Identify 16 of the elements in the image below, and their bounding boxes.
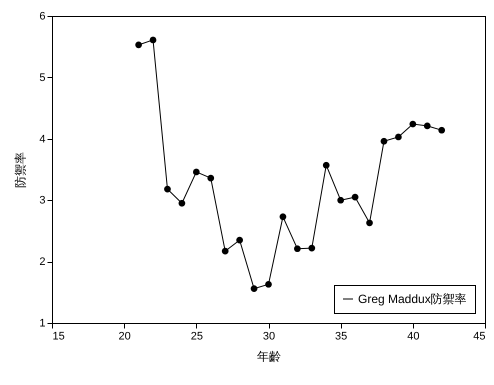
y-tick-label: 5	[39, 72, 46, 84]
y-tick-label: 2	[39, 256, 46, 268]
y-tick-label: 4	[39, 133, 46, 146]
x-tick-label: 15	[52, 330, 65, 342]
y-tick-label: 1	[39, 318, 46, 330]
x-tick-label: 20	[118, 330, 131, 342]
x-tick-label: 45	[473, 330, 486, 342]
x-axis-title: 年齡	[257, 350, 281, 364]
y-axis-title: 防禦率	[13, 152, 28, 188]
x-tick-label: 30	[262, 330, 276, 342]
legend-label: Greg Maddux防禦率	[358, 292, 467, 306]
y-tick-label: 6	[39, 10, 46, 22]
x-tick-label: 35	[335, 330, 348, 342]
x-tick-label: 25	[190, 330, 203, 342]
x-tick-label: 40	[407, 330, 420, 342]
y-tick-label: 3	[39, 194, 46, 207]
